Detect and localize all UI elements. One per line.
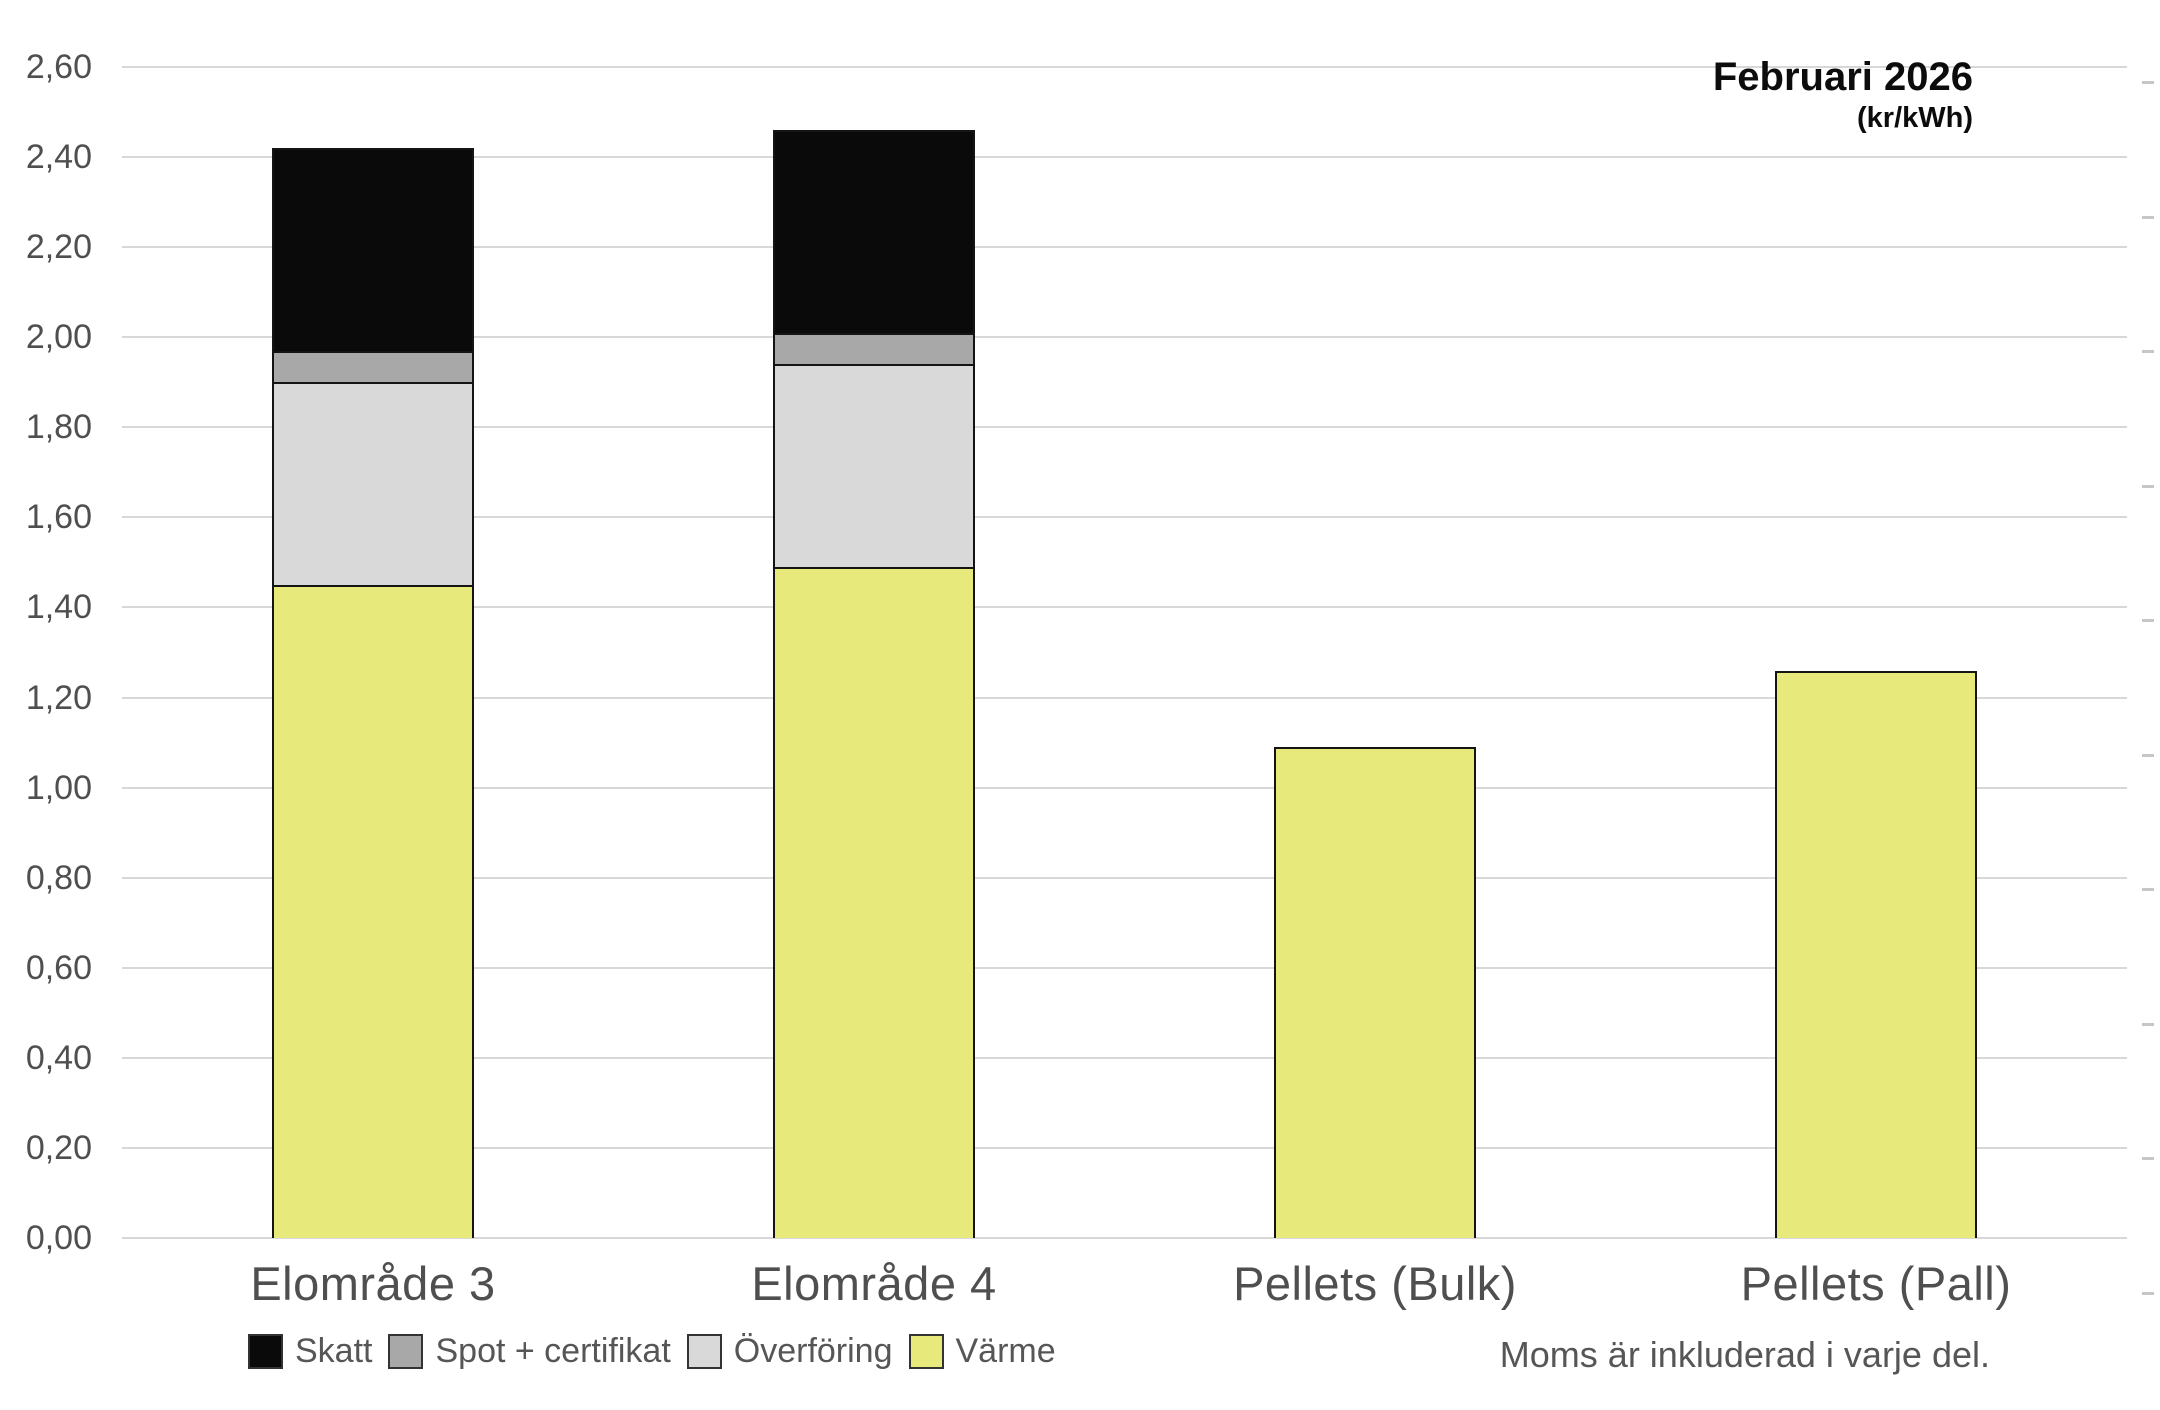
right-edge-tick — [2142, 485, 2154, 488]
bar-elomrade-4 — [773, 0, 975, 1238]
bar-segment-varme — [1775, 670, 1977, 1238]
bar-pellets-bulk — [1274, 0, 1476, 1238]
gridline-0-80 — [122, 876, 2127, 879]
legend-label-spot-certifikat: Spot + certifikat — [435, 1331, 671, 1370]
right-edge-tick — [2142, 1157, 2154, 1160]
y-axis-tick-label: 0,80 — [25, 858, 92, 897]
right-edge-tick — [2142, 1023, 2154, 1026]
right-edge-tick — [2142, 754, 2154, 757]
legend-item-spot-certifikat: Spot + certifikat — [388, 1331, 671, 1371]
y-axis-tick-label: 1,60 — [25, 498, 92, 537]
right-edge-tick — [2142, 216, 2154, 219]
y-axis-tick-label: 2,20 — [25, 228, 92, 267]
y-axis-tick-label: 2,40 — [25, 138, 92, 177]
legend-swatch-skatt — [248, 1333, 283, 1369]
legend-label-varme: Värme — [955, 1331, 1056, 1370]
y-axis-tick-label: 1,20 — [25, 678, 92, 717]
bar-segment-overforing — [272, 382, 474, 585]
bar-segment-varme — [773, 566, 975, 1238]
legend-item-skatt: Skatt — [248, 1332, 372, 1371]
legend-label-overforing: Överföring — [733, 1331, 893, 1370]
gridline-2-20 — [122, 246, 2127, 249]
gridline-2-60 — [122, 66, 2127, 68]
bar-segment-spot-certifikat — [272, 350, 474, 383]
bar-segment-varme — [272, 584, 474, 1238]
legend-item-overforing: Överföring — [686, 1331, 893, 1371]
right-edge-tick — [2142, 888, 2154, 891]
y-axis-tick-label: 1,80 — [25, 408, 92, 447]
chart-unit-subtitle: (kr/kWh) — [1857, 102, 1973, 134]
gridline-0-00 — [122, 1237, 2127, 1239]
right-edge-tick — [2142, 81, 2154, 84]
gridline-1-20 — [122, 696, 2127, 699]
gridline-1-00 — [122, 786, 2127, 789]
gridline-2-00 — [122, 336, 2127, 339]
gridline-1-80 — [122, 426, 2127, 429]
right-edge-tick — [2142, 1292, 2154, 1295]
y-axis-tick-label: 2,00 — [25, 318, 92, 357]
bar-pellets-pall — [1775, 0, 1977, 1238]
y-axis-tick-label: 0,60 — [25, 948, 92, 987]
chart-title-block: Februari 2026 (kr/kWh) — [1713, 55, 1973, 134]
x-axis-label-elomrade-3: Elområde 3 — [250, 1257, 496, 1310]
y-axis-tick-label: 1,00 — [25, 768, 92, 807]
gridline-0-20 — [122, 1146, 2127, 1149]
bar-segment-varme — [1274, 747, 1476, 1238]
chart-title: Februari 2026 — [1712, 55, 1973, 99]
legend-swatch-overforing — [686, 1333, 722, 1369]
bar-segment-skatt — [272, 148, 474, 351]
x-axis-label-pellets-bulk: Pellets (Bulk) — [1233, 1257, 1517, 1310]
legend: Skatt Spot + certifikat Överföring Värme — [248, 1329, 1056, 1373]
legend-swatch-spot-certifikat — [388, 1333, 424, 1369]
gridline-0-60 — [122, 966, 2127, 969]
x-axis-label-elomrade-4: Elområde 4 — [751, 1257, 997, 1310]
y-axis-tick-label: 0,00 — [25, 1219, 92, 1257]
legend-swatch-varme — [908, 1333, 944, 1369]
legend-label-skatt: Skatt — [295, 1331, 373, 1370]
y-axis-tick-label: 1,40 — [25, 588, 92, 627]
right-edge-tick — [2142, 619, 2154, 622]
right-edge-tick — [2142, 350, 2154, 353]
y-axis-tick-label: 2,60 — [25, 48, 92, 86]
gridline-1-40 — [122, 606, 2127, 609]
bar-segment-overforing — [773, 364, 975, 567]
y-axis-tick-label: 0,20 — [25, 1128, 92, 1167]
x-axis-label-pellets-pall: Pellets (Pall) — [1740, 1257, 2012, 1310]
bar-segment-spot-certifikat — [773, 332, 975, 365]
gridline-2-40 — [122, 156, 2127, 159]
gridline-0-40 — [122, 1056, 2127, 1059]
gridline-1-60 — [122, 516, 2127, 519]
bar-elomrade-3 — [272, 0, 474, 1238]
footnote-text: Moms är inkluderad i varje del. — [1499, 1334, 1990, 1375]
legend-item-varme: Värme — [908, 1331, 1056, 1371]
bar-segment-skatt — [773, 130, 975, 333]
y-axis-tick-label: 0,40 — [25, 1038, 92, 1077]
